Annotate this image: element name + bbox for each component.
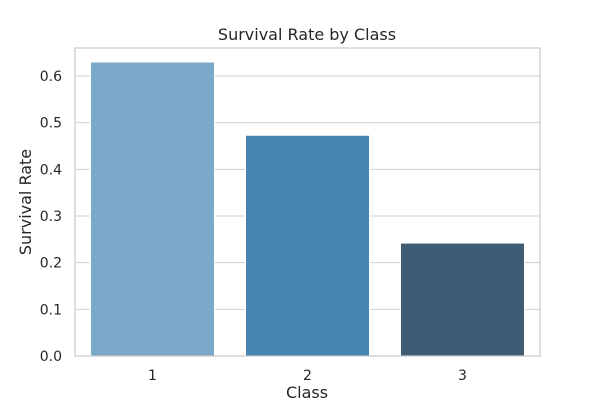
plot-frame — [74, 47, 541, 357]
x-tick-labels: 1 2 3 — [148, 368, 467, 384]
bars — [90, 61, 525, 357]
x-tick-label: 2 — [303, 368, 312, 384]
y-tick-labels: 0.0 0.1 0.2 0.3 0.4 0.5 0.6 — [40, 69, 62, 365]
x-axis-label: Class — [286, 383, 328, 400]
bar-class-3 — [400, 242, 525, 357]
y-tick-label: 0.2 — [40, 256, 62, 272]
y-tick-label: 0.6 — [40, 69, 62, 85]
chart-title: Survival Rate by Class — [218, 25, 396, 44]
y-tick-label: 0.4 — [40, 162, 62, 178]
bar-class-1 — [90, 61, 215, 357]
x-tick-label: 3 — [458, 368, 467, 384]
y-tick-label: 0.0 — [40, 349, 62, 365]
y-tick-label: 0.3 — [40, 209, 62, 225]
y-tick-label: 0.1 — [40, 302, 62, 318]
y-axis-label: Survival Rate — [16, 149, 35, 255]
bar-class-2 — [245, 134, 370, 357]
y-tick-label: 0.5 — [40, 116, 62, 132]
x-tick-label: 1 — [148, 368, 157, 384]
